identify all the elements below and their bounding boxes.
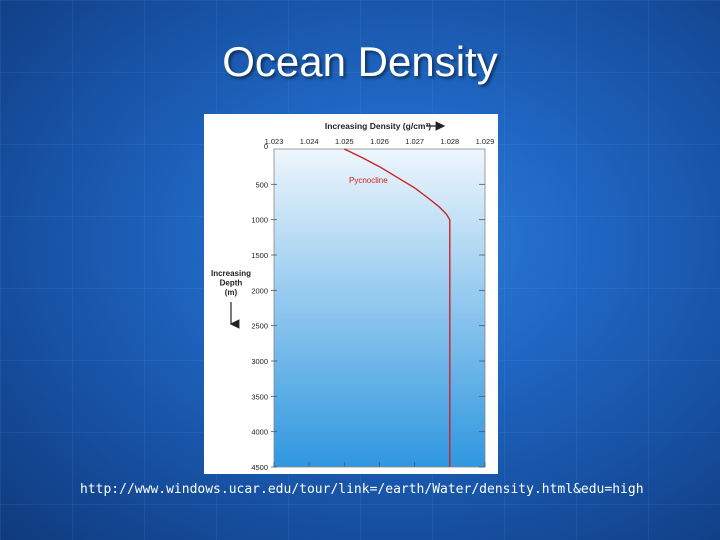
y-axis-ticks: 0 500 1000 1500 2000 2500 3000 3500 4000 4500: [251, 142, 485, 472]
x-tick-label: 1.028: [440, 137, 459, 146]
x-tick-label: 1.025: [335, 137, 354, 146]
slide-title: Ocean Density: [222, 38, 498, 85]
y-tick-label: 3500: [251, 392, 268, 401]
y-tick-label: 3000: [251, 357, 268, 366]
density-depth-chart: Increasing Density (g/cm³) IncreasingDep…: [211, 121, 495, 472]
y-tick-label: 2500: [251, 322, 268, 331]
x-tick-label: 1.027: [405, 137, 424, 146]
y-tick-label: 0: [264, 142, 268, 151]
x-tick-label: 1.029: [476, 137, 495, 146]
pycnocline-label: Pycnocline: [349, 176, 388, 185]
y-axis-label-line: (m): [225, 288, 238, 297]
y-axis-label-line: Depth: [220, 279, 243, 288]
source-url: http://www.windows.ucar.edu/tour/link=/e…: [80, 482, 644, 497]
y-tick-label: 500: [255, 180, 268, 189]
x-tick-label: 1.026: [370, 137, 389, 146]
density-curve: [343, 148, 451, 467]
y-tick-label: 1000: [251, 216, 268, 225]
y-axis-label-line: Increasing: [211, 269, 251, 278]
y-tick-label: 1500: [251, 251, 268, 260]
x-axis-label: Increasing Density (g/cm³): [325, 121, 431, 131]
y-tick-label: 4000: [251, 428, 268, 437]
y-tick-label: 2000: [251, 286, 268, 295]
plot-area: [273, 148, 486, 468]
x-tick-label: 1.023: [265, 137, 284, 146]
density-chart-figure: Increasing Density (g/cm³) Increasing Dep…: [204, 114, 498, 474]
x-tick-label: 1.024: [300, 137, 319, 146]
y-tick-label: 4500: [251, 463, 268, 472]
